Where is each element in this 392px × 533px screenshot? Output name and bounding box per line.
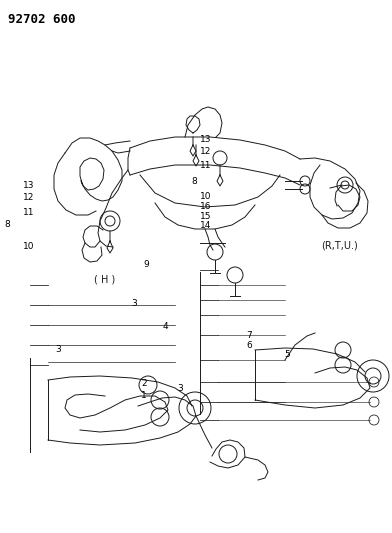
Text: 8: 8	[4, 221, 10, 229]
Text: 13: 13	[23, 181, 34, 190]
Text: 5: 5	[284, 350, 290, 359]
Text: 12: 12	[23, 193, 34, 201]
Text: 10: 10	[200, 192, 211, 200]
Text: 13: 13	[200, 135, 211, 144]
Text: 3: 3	[178, 384, 183, 392]
Text: 2: 2	[142, 379, 147, 388]
Text: 1: 1	[141, 391, 147, 400]
Text: ( H ): ( H )	[94, 275, 116, 285]
Text: 10: 10	[23, 242, 34, 251]
Text: 14: 14	[200, 222, 211, 230]
Text: 4: 4	[163, 322, 168, 331]
Text: 8: 8	[191, 177, 197, 185]
Text: 15: 15	[200, 212, 211, 221]
Text: 11: 11	[23, 208, 34, 216]
Text: 9: 9	[143, 260, 149, 269]
Text: 92702 600: 92702 600	[8, 13, 76, 26]
Text: 3: 3	[55, 345, 61, 353]
Text: 3: 3	[131, 300, 137, 308]
Text: 12: 12	[200, 148, 211, 156]
Text: 16: 16	[200, 203, 211, 211]
Text: 7: 7	[246, 332, 252, 340]
Text: 11: 11	[200, 161, 211, 169]
Text: (R,T,U.): (R,T,U.)	[321, 240, 358, 250]
Text: 6: 6	[246, 341, 252, 350]
